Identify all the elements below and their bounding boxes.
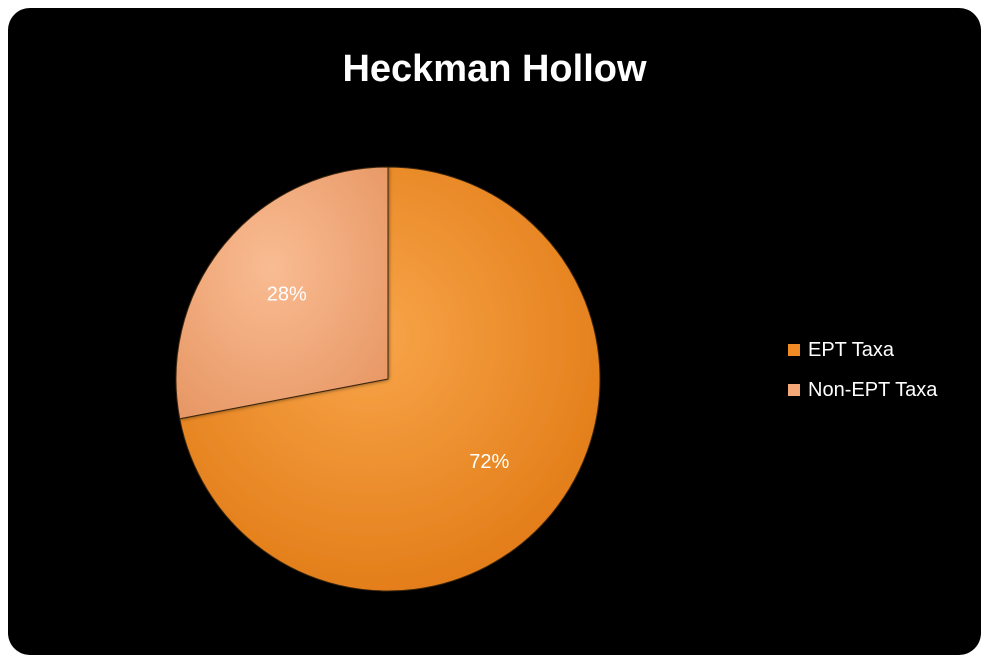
pie-chart: 72% 28% [175, 166, 601, 592]
legend-swatch-ept-taxa [788, 344, 800, 356]
pie-value-labels: 72% 28% [267, 283, 510, 473]
legend: EPT Taxa Non-EPT Taxa [788, 338, 937, 418]
legend-item-ept-taxa: EPT Taxa [788, 338, 937, 362]
chart-frame: Heckman Hollow 72% 28% EPT Taxa Non-EPT T… [8, 8, 981, 655]
pie-slice-ept-taxa [179, 166, 601, 592]
legend-label-ept-taxa: EPT Taxa [808, 338, 894, 361]
pie-value-label-ept-taxa: 72% [469, 451, 509, 473]
legend-label-non-ept-taxa: Non-EPT Taxa [808, 378, 938, 401]
pie-slices [175, 166, 601, 592]
pie-value-label-non-ept-taxa: 28% [267, 283, 307, 305]
pie-slice-non-ept-taxa [175, 166, 389, 420]
legend-item-non-ept-taxa: Non-EPT Taxa [788, 378, 937, 402]
legend-swatch-non-ept-taxa [788, 384, 800, 396]
chart-title: Heckman Hollow [342, 48, 647, 90]
